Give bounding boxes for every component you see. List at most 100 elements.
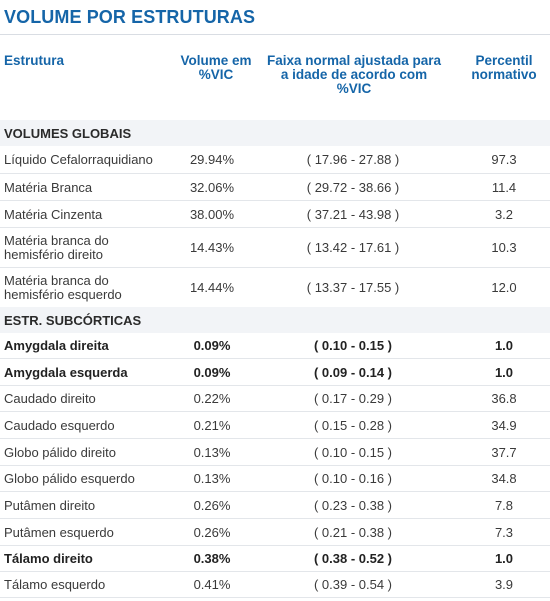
cell-volume: 0.26% [193, 498, 231, 513]
cell-percentil: 3.9 [494, 577, 514, 592]
cell-volume: 14.44% [189, 280, 235, 295]
table-row: Caudado esquerdo 0.21% ( 0.15 - 0.28 ) 34.9 [0, 412, 550, 439]
cell-volume: 0.09% [193, 338, 231, 353]
row-divider [0, 358, 550, 359]
table-row: Matéria Cinzenta 38.00% ( 37.21 - 43.98 ) 3… [0, 201, 550, 228]
table-row: Amygdala direita 0.09% ( 0.10 - 0.15 ) 1.0 [0, 333, 550, 359]
cell-faixa: ( 13.42 - 17.61 ) [306, 240, 400, 255]
cell-volume: 0.22% [193, 391, 231, 406]
cell-percentil: 1.0 [494, 551, 514, 566]
cell-faixa: ( 17.96 - 27.88 ) [306, 152, 400, 167]
cell-volume: 0.41% [193, 577, 231, 592]
header-estrutura: Estrutura [4, 53, 65, 68]
cell-volume: 0.09% [193, 365, 231, 380]
cell-faixa: ( 0.21 - 0.38 ) [313, 525, 393, 540]
title-bar: VOLUME POR ESTRUTURAS [0, 0, 550, 35]
cell-percentil: 3.2 [494, 207, 514, 222]
cell-estrutura: Matéria Cinzenta [4, 207, 103, 222]
cell-percentil: 7.3 [494, 525, 514, 540]
cell-volume: 0.26% [193, 525, 231, 540]
header-volume: Volume em %VIC [180, 53, 252, 82]
row-divider [0, 571, 550, 572]
header-percentil: Percentil normativo [471, 53, 537, 82]
cell-percentil: 1.0 [494, 365, 514, 380]
row-divider [0, 491, 550, 492]
section-title: ESTR. SUBCÓRTICAS [4, 313, 142, 328]
cell-faixa: ( 0.15 - 0.28 ) [313, 418, 393, 433]
table-row: Tálamo direito 0.38% ( 0.38 - 0.52 ) 1.0 [0, 546, 550, 572]
cell-faixa: ( 13.37 - 17.55 ) [306, 280, 400, 295]
cell-estrutura: Caudado esquerdo [4, 418, 115, 433]
table-row: Putâmen direito 0.26% ( 0.23 - 0.38 ) 7.8 [0, 492, 550, 519]
cell-percentil: 34.8 [491, 471, 517, 486]
row-divider [0, 465, 550, 466]
cell-percentil: 7.8 [494, 498, 514, 513]
cell-faixa: ( 37.21 - 43.98 ) [306, 207, 400, 222]
cell-percentil: 37.7 [491, 445, 517, 460]
table-row: Globo pálido esquerdo 0.13% ( 0.10 - 0.16 … [0, 466, 550, 492]
cell-estrutura: Globo pálido direito [4, 445, 117, 460]
table-row: Matéria Branca 32.06% ( 29.72 - 38.66 ) 11.… [0, 174, 550, 201]
cell-estrutura: Matéria branca do hemisfério direito [4, 233, 109, 262]
table-row: Globo pálido direito 0.13% ( 0.10 - 0.15 )… [0, 439, 550, 466]
cell-estrutura: Matéria branca do hemisfério esquerdo [4, 273, 122, 302]
cell-faixa: ( 0.38 - 0.52 ) [313, 551, 393, 566]
page-title: VOLUME POR ESTRUTURAS [4, 7, 256, 27]
cell-estrutura: Tálamo direito [4, 551, 93, 566]
row-divider [0, 267, 550, 268]
section-header: VOLUMES GLOBAIS [0, 120, 550, 146]
row-divider [0, 438, 550, 439]
cell-estrutura: Globo pálido esquerdo [4, 471, 135, 486]
row-divider [0, 385, 550, 386]
table-row: Matéria branca do hemisfério esquerdo 14.… [0, 268, 550, 308]
section-header: ESTR. SUBCÓRTICAS [0, 307, 550, 333]
cell-volume: 0.21% [193, 418, 231, 433]
cell-faixa: ( 0.17 - 0.29 ) [313, 391, 393, 406]
cell-faixa: ( 0.10 - 0.15 ) [313, 445, 393, 460]
cell-volume: 0.38% [193, 551, 231, 566]
header-faixa: Faixa normal ajustada para a idade de ac… [266, 53, 442, 96]
cell-estrutura: Putâmen esquerdo [4, 525, 114, 540]
cell-volume: 0.13% [193, 445, 231, 460]
row-divider [0, 227, 550, 228]
cell-estrutura: Tálamo esquerdo [4, 577, 106, 592]
cell-volume: 0.13% [193, 471, 231, 486]
cell-percentil: 11.4 [491, 180, 517, 195]
cell-estrutura: Matéria Branca [4, 180, 93, 195]
table-row: Líquido Cefalorraquidiano 29.94% ( 17.96 -… [0, 146, 550, 174]
cell-volume: 14.43% [189, 240, 235, 255]
table-row: Matéria branca do hemisfério direito 14.4… [0, 228, 550, 268]
table-row: Caudado direito 0.22% ( 0.17 - 0.29 ) 36.8 [0, 386, 550, 412]
cell-estrutura: Líquido Cefalorraquidiano [4, 152, 153, 167]
row-divider [0, 597, 550, 598]
row-divider [0, 200, 550, 201]
row-divider [0, 173, 550, 174]
cell-faixa: ( 0.10 - 0.16 ) [313, 471, 393, 486]
cell-percentil: 1.0 [494, 338, 514, 353]
table-row: Putâmen esquerdo 0.26% ( 0.21 - 0.38 ) 7.3 [0, 519, 550, 546]
cell-percentil: 10.3 [491, 240, 517, 255]
row-divider [0, 411, 550, 412]
cell-estrutura: Amygdala direita [4, 338, 109, 353]
cell-volume: 38.00% [189, 207, 235, 222]
cell-faixa: ( 0.10 - 0.15 ) [313, 338, 393, 353]
cell-faixa: ( 0.09 - 0.14 ) [313, 365, 393, 380]
cell-volume: 29.94% [189, 152, 235, 167]
cell-percentil: 97.3 [491, 152, 517, 167]
table-header: Estrutura Volume em %VIC Faixa normal aj… [0, 35, 550, 120]
table-row: Amygdala esquerda 0.09% ( 0.09 - 0.14 ) 1.0 [0, 359, 550, 386]
cell-percentil: 34.9 [491, 418, 517, 433]
cell-percentil: 36.8 [491, 391, 517, 406]
section-title: VOLUMES GLOBAIS [4, 126, 132, 141]
cell-estrutura: Amygdala esquerda [4, 365, 128, 380]
cell-percentil: 12.0 [491, 280, 517, 295]
cell-faixa: ( 0.23 - 0.38 ) [313, 498, 393, 513]
cell-faixa: ( 0.39 - 0.54 ) [313, 577, 393, 592]
cell-faixa: ( 29.72 - 38.66 ) [306, 180, 400, 195]
row-divider [0, 545, 550, 546]
cell-estrutura: Putâmen direito [4, 498, 96, 513]
cell-volume: 32.06% [189, 180, 235, 195]
table-row: Tálamo esquerdo 0.41% ( 0.39 - 0.54 ) 3.9 [0, 572, 550, 598]
cell-estrutura: Caudado direito [4, 391, 96, 406]
